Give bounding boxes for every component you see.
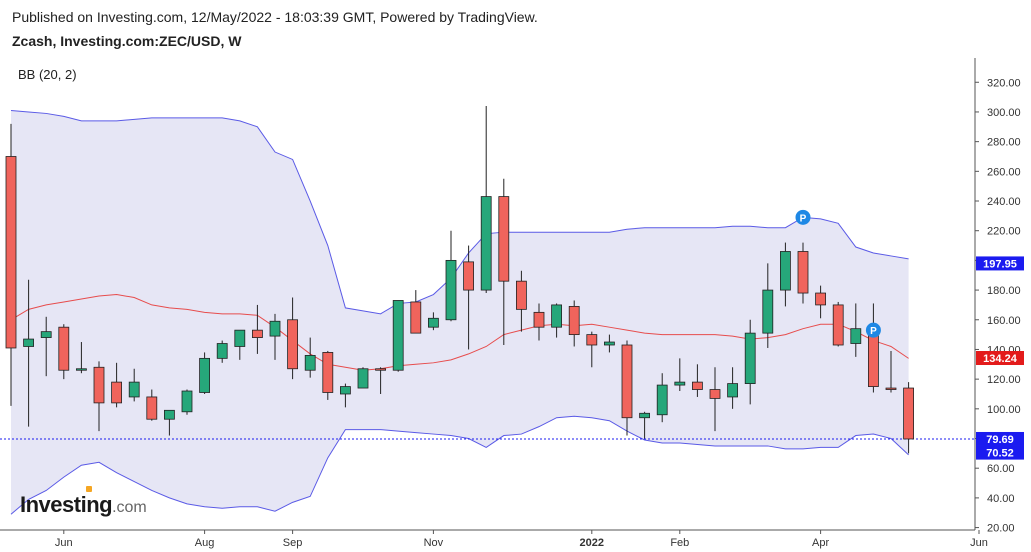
candle-body xyxy=(234,329,246,347)
candle-body xyxy=(780,251,791,291)
x-tick-label: Jun xyxy=(55,537,73,549)
lower-band-tag: 70.52 xyxy=(986,448,1014,460)
logo-suffix: .com xyxy=(112,499,147,516)
y-tick-label: 100.00 xyxy=(987,404,1021,416)
candle-body xyxy=(551,304,562,328)
candle-body xyxy=(163,409,175,420)
event-marker-label: P xyxy=(870,326,877,337)
y-tick-label: 280.00 xyxy=(987,137,1021,149)
candle-body xyxy=(23,338,35,347)
y-tick-label: 120.00 xyxy=(987,374,1021,386)
basis-price-tag: 134.24 xyxy=(983,353,1018,365)
candle-body xyxy=(5,156,17,349)
candle-body xyxy=(797,251,809,294)
candle-body xyxy=(498,196,510,282)
candle-body xyxy=(604,341,615,346)
published-note: Published on Investing.com, 12/May/2022 … xyxy=(12,9,538,25)
candle-body xyxy=(375,368,387,371)
candle-body xyxy=(586,334,598,346)
upper-band-tag-box xyxy=(976,256,1024,271)
candle-body xyxy=(762,289,774,334)
event-marker-icon xyxy=(865,322,881,338)
indicator-label: BB (20, 2) xyxy=(18,67,77,82)
candle-body xyxy=(111,381,122,404)
candle-body xyxy=(304,354,316,371)
candle-body xyxy=(287,319,299,370)
logo-name: Investing xyxy=(20,492,113,517)
y-tick-label: 240.00 xyxy=(987,196,1021,208)
candle-body xyxy=(93,366,105,404)
lower-band-tag-box xyxy=(976,445,1024,460)
x-tick-label: Aug xyxy=(195,537,215,549)
y-tick-label: 40.00 xyxy=(987,493,1015,505)
upper-band-tag: 197.95 xyxy=(983,258,1017,270)
candle-body xyxy=(656,384,668,416)
candle-body xyxy=(181,390,193,413)
candle-body xyxy=(357,368,369,389)
investing-logo: Investing.com xyxy=(20,486,147,518)
candle-body xyxy=(692,381,703,390)
y-tick-label: 220.00 xyxy=(987,226,1021,238)
candle-body xyxy=(76,368,87,371)
candle-body xyxy=(744,332,756,384)
candle-body xyxy=(727,383,738,398)
candle-body xyxy=(40,331,52,338)
candle-body xyxy=(269,320,281,337)
candle-body xyxy=(199,357,211,393)
basis-price-tag-box xyxy=(976,351,1024,366)
event-marker-label: P xyxy=(800,213,807,224)
event-marker-icon xyxy=(795,209,811,225)
candle-body xyxy=(146,396,158,420)
candle-body xyxy=(410,301,422,334)
candle-body xyxy=(463,261,475,291)
y-tick-label: 260.00 xyxy=(987,166,1021,178)
candle-body xyxy=(709,389,721,399)
x-tick-label: Nov xyxy=(424,537,444,549)
candle-body xyxy=(621,344,633,419)
x-tick-label: Apr xyxy=(812,537,829,549)
x-tick-label: Sep xyxy=(283,537,303,549)
x-tick-label: 2022 xyxy=(580,537,604,549)
bollinger-upper-line xyxy=(10,109,909,315)
bollinger-basis-line xyxy=(10,294,909,371)
candle-body xyxy=(568,306,580,336)
y-tick-label: 180.00 xyxy=(987,285,1021,297)
candle-body xyxy=(445,259,457,321)
candle-body xyxy=(832,304,844,346)
x-tick-label: Feb xyxy=(670,537,689,549)
candle-body xyxy=(216,343,228,359)
candle-body xyxy=(480,196,492,291)
candle-body xyxy=(128,381,140,398)
candle-body xyxy=(339,386,351,395)
current-price-tag: 79.69 xyxy=(986,434,1014,446)
y-tick-label: 300.00 xyxy=(987,107,1021,119)
bollinger-lower-line xyxy=(10,415,909,515)
candle-body xyxy=(815,292,826,306)
x-tick-label: Jun xyxy=(970,537,988,549)
y-tick-label: 20.00 xyxy=(987,523,1015,535)
candle-body xyxy=(322,352,334,393)
candle-body xyxy=(58,326,70,371)
y-tick-label: 60.00 xyxy=(987,463,1015,475)
candle-body xyxy=(427,317,439,328)
candle-body xyxy=(392,300,404,371)
bollinger-band-fill xyxy=(11,110,909,515)
candle-body xyxy=(251,329,263,338)
symbol-title: Zcash, Investing.com:ZEC/USD, W xyxy=(12,33,242,49)
candle-body xyxy=(885,387,897,390)
candle-body xyxy=(516,280,527,310)
candle-body xyxy=(903,387,914,440)
candle-body xyxy=(674,381,686,386)
candle-body xyxy=(639,412,650,419)
y-tick-label: 320.00 xyxy=(987,77,1021,89)
candle-body xyxy=(533,311,545,328)
candle-body xyxy=(850,328,862,344)
logo-mark-icon xyxy=(86,486,92,492)
y-tick-label: 160.00 xyxy=(987,315,1021,327)
current-price-tag-box xyxy=(976,431,1024,446)
